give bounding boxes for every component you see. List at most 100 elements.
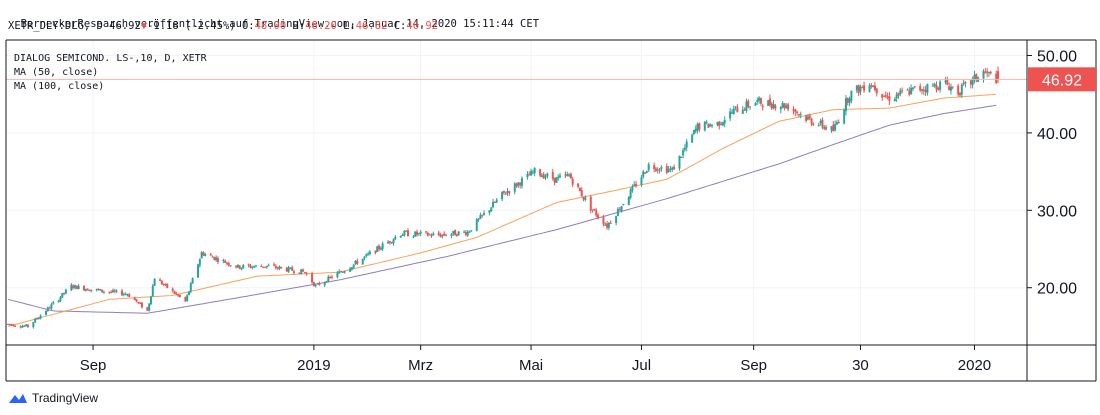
candle-body [653, 165, 656, 170]
candle-body [298, 272, 301, 274]
candle-body [564, 174, 567, 176]
candle-body [584, 197, 587, 200]
x-tick-label: Sep [740, 357, 767, 374]
candle-body [830, 126, 833, 131]
candle-body [944, 80, 947, 83]
candle-body [698, 123, 701, 130]
candle-body [363, 256, 366, 259]
candle-body [577, 183, 580, 187]
candle-body [635, 183, 638, 187]
candle-body [989, 72, 992, 74]
candle-body [367, 253, 370, 255]
candle-body [159, 279, 162, 281]
candle-body [736, 107, 739, 113]
candle-body [937, 88, 940, 90]
candle-body [539, 169, 542, 176]
x-tick-label: 2019 [297, 357, 330, 374]
candle-body [381, 243, 384, 250]
candle-body [417, 233, 420, 235]
candle-body [108, 291, 111, 293]
candle-body [703, 121, 706, 131]
candle-body [291, 267, 294, 271]
candle-body [973, 74, 976, 80]
y-tick-label: 40.00 [1037, 126, 1077, 143]
candle-body [224, 260, 227, 263]
candle-body [21, 325, 24, 328]
candle-body [425, 231, 428, 233]
candle-body [645, 171, 648, 173]
candle-body [767, 100, 770, 106]
candle-body [35, 318, 38, 320]
candle-body [204, 254, 207, 256]
candle-body [844, 98, 847, 112]
x-tick-label: Mai [519, 357, 543, 374]
candle-body [122, 293, 125, 295]
candle-body [312, 282, 315, 287]
candle-body [349, 268, 352, 272]
candle-body [797, 114, 800, 116]
candle-body [470, 230, 473, 232]
candle-body [191, 278, 194, 284]
candle-body [330, 276, 333, 278]
candle-body [77, 285, 80, 290]
candle-body [897, 93, 900, 96]
candle-body [340, 271, 343, 273]
candle-body [379, 248, 382, 250]
candle-body [302, 269, 305, 272]
candle-body [227, 263, 230, 266]
candle-body [238, 265, 241, 269]
candle-body [730, 112, 733, 114]
candle-body [781, 102, 784, 108]
candle-body [414, 231, 417, 237]
candle-body [948, 86, 951, 91]
candle-body [531, 172, 534, 174]
candle-body [997, 70, 999, 80]
candle-body [984, 72, 987, 74]
candle-body [768, 98, 771, 106]
candle-body [913, 86, 916, 88]
candle-body [819, 120, 822, 124]
candle-body [960, 84, 963, 95]
candle-body [901, 90, 904, 92]
candle-body [794, 109, 797, 112]
candle-body [140, 302, 143, 308]
candle-body [73, 285, 76, 288]
x-tick-label: Sep [80, 357, 107, 374]
candle-body [758, 97, 761, 101]
candle-body [589, 196, 592, 211]
candle-body [837, 122, 840, 124]
candle-body [922, 89, 925, 91]
candle-body [390, 242, 393, 244]
candle-body [519, 182, 522, 186]
candle-body [75, 285, 78, 290]
candle-body [148, 303, 151, 311]
candle-body [957, 85, 960, 95]
candle-body [951, 86, 954, 88]
candle-body [620, 206, 623, 212]
candle-body [10, 324, 13, 326]
candle-body [46, 307, 49, 312]
candle-body [399, 235, 402, 238]
candle-body [90, 289, 93, 291]
candle-body [368, 251, 371, 254]
high-value: 48.20 [305, 20, 337, 32]
candle-body [640, 177, 643, 185]
candle-body [711, 125, 714, 127]
candle-body [908, 90, 911, 95]
candle-body [747, 100, 750, 108]
candle-body [602, 217, 605, 225]
candle-body [772, 103, 775, 109]
candle-body [343, 271, 346, 273]
candle-body [173, 291, 176, 294]
close-label: C: [393, 20, 407, 32]
candle-body [926, 84, 929, 93]
candle-body [249, 265, 252, 268]
candle-body [376, 246, 379, 252]
y-tick-label: 50.00 [1037, 48, 1077, 65]
candle-body [177, 294, 180, 296]
candle-body [267, 265, 270, 267]
candle-body [609, 222, 612, 224]
candle-body [886, 96, 889, 98]
candle-body [23, 325, 26, 327]
